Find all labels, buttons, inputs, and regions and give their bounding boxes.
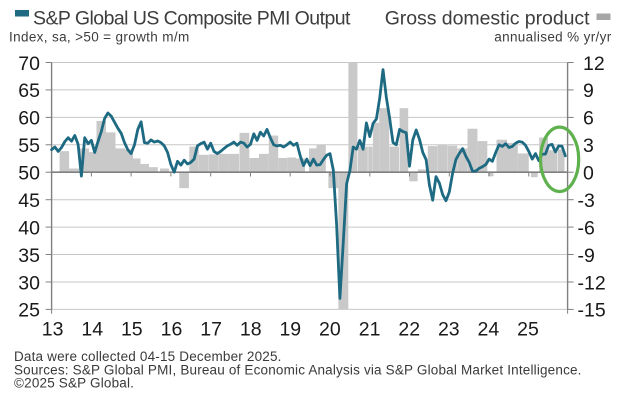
svg-text:70: 70 (18, 53, 40, 75)
svg-text:3: 3 (583, 135, 594, 157)
svg-text:40: 40 (18, 217, 40, 239)
svg-text:-6: -6 (578, 217, 595, 239)
svg-text:12: 12 (583, 53, 605, 75)
svg-text:55: 55 (18, 135, 40, 157)
svg-text:65: 65 (18, 80, 40, 102)
svg-text:0: 0 (583, 163, 594, 185)
svg-text:60: 60 (18, 108, 40, 130)
svg-text:35: 35 (18, 245, 40, 267)
svg-text:25: 25 (18, 300, 40, 322)
svg-text:16: 16 (161, 318, 183, 340)
svg-text:Data were collected 04-15 Dece: Data were collected 04-15 December 2025. (14, 349, 282, 364)
svg-text:-3: -3 (578, 190, 595, 212)
svg-text:Index, sa, >50 = growth m/m: Index, sa, >50 = growth m/m (9, 30, 190, 45)
svg-text:22: 22 (398, 318, 420, 340)
svg-text:17: 17 (200, 318, 222, 340)
svg-text:21: 21 (359, 318, 381, 340)
svg-text:Sources: S&P Global PMI, Burea: Sources: S&P Global PMI, Bureau of Econo… (14, 362, 582, 377)
svg-text:9: 9 (583, 80, 594, 102)
svg-text:25: 25 (517, 318, 539, 340)
svg-text:19: 19 (279, 318, 301, 340)
svg-text:-9: -9 (578, 245, 595, 267)
svg-text:45: 45 (18, 190, 40, 212)
svg-text:-15: -15 (578, 300, 606, 322)
svg-text:23: 23 (438, 318, 460, 340)
svg-text:14: 14 (81, 318, 103, 340)
svg-text:30: 30 (18, 272, 40, 294)
svg-text:15: 15 (121, 318, 143, 340)
svg-text:20: 20 (319, 318, 341, 340)
svg-text:-12: -12 (578, 272, 606, 294)
svg-text:annualised % yr/yr: annualised % yr/yr (494, 30, 612, 45)
svg-text:©2025 S&P Global.: ©2025 S&P Global. (14, 376, 134, 391)
svg-text:24: 24 (478, 318, 500, 340)
svg-text:Gross domestic product: Gross domestic product (385, 7, 590, 29)
svg-text:S&P Global US Composite PMI Ou: S&P Global US Composite PMI Output (33, 7, 351, 29)
svg-text:6: 6 (583, 108, 594, 130)
svg-text:18: 18 (240, 318, 262, 340)
svg-text:13: 13 (42, 318, 64, 340)
svg-text:50: 50 (18, 163, 40, 185)
